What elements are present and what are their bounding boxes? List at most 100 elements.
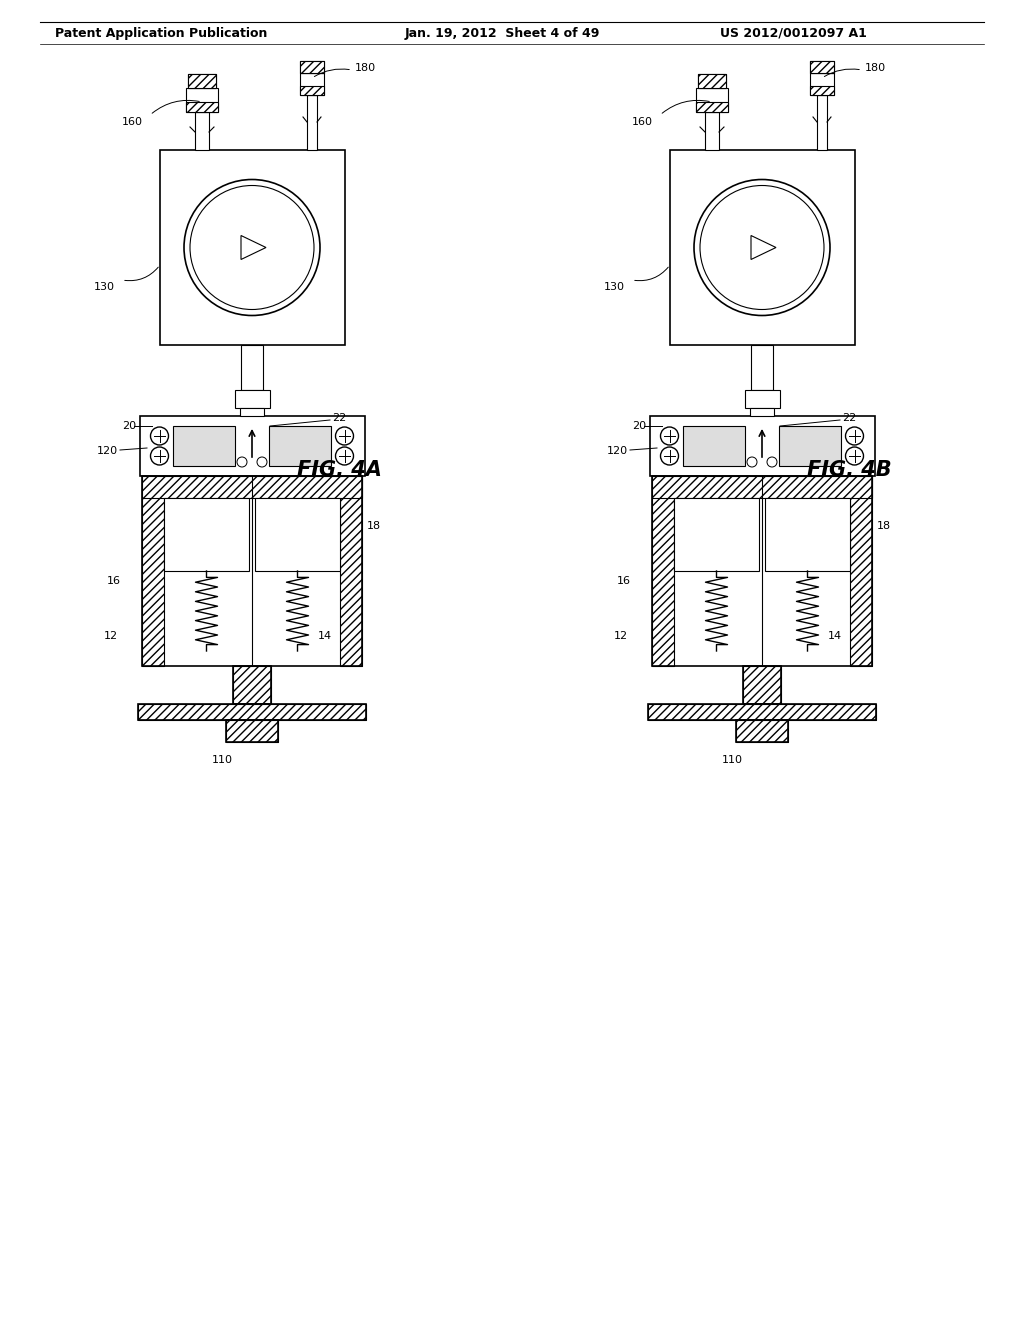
Text: FIG. 4A: FIG. 4A <box>297 459 382 480</box>
Text: 18: 18 <box>877 521 891 531</box>
Bar <box>164 498 249 572</box>
Circle shape <box>151 447 169 465</box>
Bar <box>188 74 216 88</box>
Circle shape <box>767 457 777 467</box>
Circle shape <box>660 447 679 465</box>
Text: 20: 20 <box>122 421 136 432</box>
Circle shape <box>151 426 169 445</box>
Text: 16: 16 <box>106 576 121 586</box>
Bar <box>186 88 218 112</box>
Circle shape <box>846 426 863 445</box>
Bar <box>743 667 781 704</box>
Text: 20: 20 <box>632 421 646 432</box>
Bar <box>241 345 263 389</box>
Text: 110: 110 <box>212 755 233 766</box>
Bar <box>670 150 854 345</box>
Bar <box>255 498 340 572</box>
Bar <box>340 477 362 667</box>
Bar <box>142 477 362 498</box>
Text: 22: 22 <box>332 413 346 422</box>
Bar <box>139 416 365 477</box>
Bar <box>765 498 850 572</box>
Bar <box>648 704 876 719</box>
Bar <box>300 86 324 95</box>
Bar <box>698 74 726 88</box>
Text: Patent Application Publication: Patent Application Publication <box>55 26 267 40</box>
Bar <box>696 88 728 112</box>
Bar <box>744 389 779 408</box>
Text: 120: 120 <box>607 446 628 455</box>
Text: 22: 22 <box>842 413 856 422</box>
Bar <box>138 704 366 719</box>
Circle shape <box>660 426 679 445</box>
Bar <box>810 73 834 95</box>
Text: 12: 12 <box>104 631 118 642</box>
Bar <box>240 408 264 416</box>
Bar <box>300 61 324 73</box>
Text: 14: 14 <box>317 631 332 642</box>
Polygon shape <box>751 235 776 260</box>
Circle shape <box>746 457 757 467</box>
Text: US 2012/0012097 A1: US 2012/0012097 A1 <box>720 26 867 40</box>
Bar <box>736 719 788 742</box>
Text: FIG. 4B: FIG. 4B <box>807 459 892 480</box>
Bar <box>186 102 218 112</box>
Circle shape <box>184 180 319 315</box>
Bar <box>173 426 234 466</box>
Bar <box>233 667 271 704</box>
Bar <box>649 416 874 477</box>
Bar <box>674 498 759 572</box>
Text: 14: 14 <box>827 631 842 642</box>
Text: 130: 130 <box>94 282 115 292</box>
Bar <box>226 719 278 742</box>
Bar <box>300 73 324 95</box>
Bar <box>817 95 827 150</box>
Bar <box>652 477 872 498</box>
Bar <box>850 477 872 667</box>
Bar <box>751 345 773 389</box>
Circle shape <box>336 426 353 445</box>
Bar <box>234 389 269 408</box>
Bar <box>160 150 344 345</box>
Text: 130: 130 <box>604 282 625 292</box>
Text: Jan. 19, 2012  Sheet 4 of 49: Jan. 19, 2012 Sheet 4 of 49 <box>406 26 600 40</box>
Bar <box>226 719 278 742</box>
Text: 160: 160 <box>632 117 653 127</box>
Bar <box>307 95 317 150</box>
Circle shape <box>694 180 830 315</box>
Circle shape <box>700 186 824 309</box>
Text: 180: 180 <box>355 63 376 73</box>
Bar <box>300 61 324 73</box>
Circle shape <box>237 457 247 467</box>
Bar <box>810 61 834 73</box>
Bar <box>233 667 271 704</box>
Bar <box>736 719 788 742</box>
Bar <box>648 704 876 719</box>
Bar <box>652 477 674 667</box>
Bar <box>810 61 834 73</box>
Bar <box>683 426 745 466</box>
Bar <box>269 426 331 466</box>
Bar <box>743 667 781 704</box>
Bar <box>188 74 216 88</box>
Bar <box>705 112 719 150</box>
Text: 16: 16 <box>617 576 631 586</box>
Text: 160: 160 <box>122 117 143 127</box>
Bar <box>779 426 841 466</box>
Circle shape <box>846 447 863 465</box>
Text: 180: 180 <box>865 63 886 73</box>
Bar <box>195 112 209 150</box>
Bar <box>652 477 872 667</box>
Circle shape <box>190 186 314 309</box>
Bar <box>142 477 164 667</box>
Circle shape <box>336 447 353 465</box>
Text: 120: 120 <box>97 446 118 455</box>
Bar <box>142 477 362 667</box>
Bar <box>810 86 834 95</box>
Circle shape <box>257 457 267 467</box>
Polygon shape <box>241 235 266 260</box>
Text: 110: 110 <box>722 755 743 766</box>
Bar <box>138 704 366 719</box>
Bar <box>696 102 728 112</box>
Text: 18: 18 <box>367 521 381 531</box>
